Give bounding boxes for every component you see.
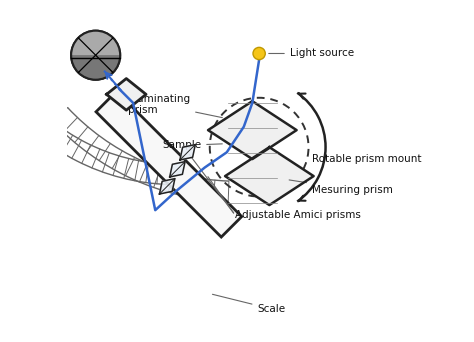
Polygon shape (96, 91, 242, 237)
Circle shape (253, 47, 265, 60)
Polygon shape (180, 145, 195, 160)
Text: Mesuring prism: Mesuring prism (289, 180, 393, 195)
Circle shape (71, 31, 120, 80)
Text: Rotable prism mount: Rotable prism mount (312, 154, 421, 164)
Polygon shape (225, 147, 314, 205)
Polygon shape (170, 161, 185, 177)
Polygon shape (107, 79, 146, 110)
Polygon shape (159, 179, 175, 194)
Text: Scale: Scale (212, 294, 285, 314)
Text: Sample: Sample (162, 141, 222, 150)
Text: Illuminating
prism: Illuminating prism (128, 94, 222, 118)
Text: Light source: Light source (269, 49, 354, 58)
Polygon shape (208, 101, 297, 159)
Text: Adjustable Amici prisms: Adjustable Amici prisms (235, 210, 361, 220)
Wedge shape (71, 31, 120, 55)
Wedge shape (71, 55, 120, 80)
